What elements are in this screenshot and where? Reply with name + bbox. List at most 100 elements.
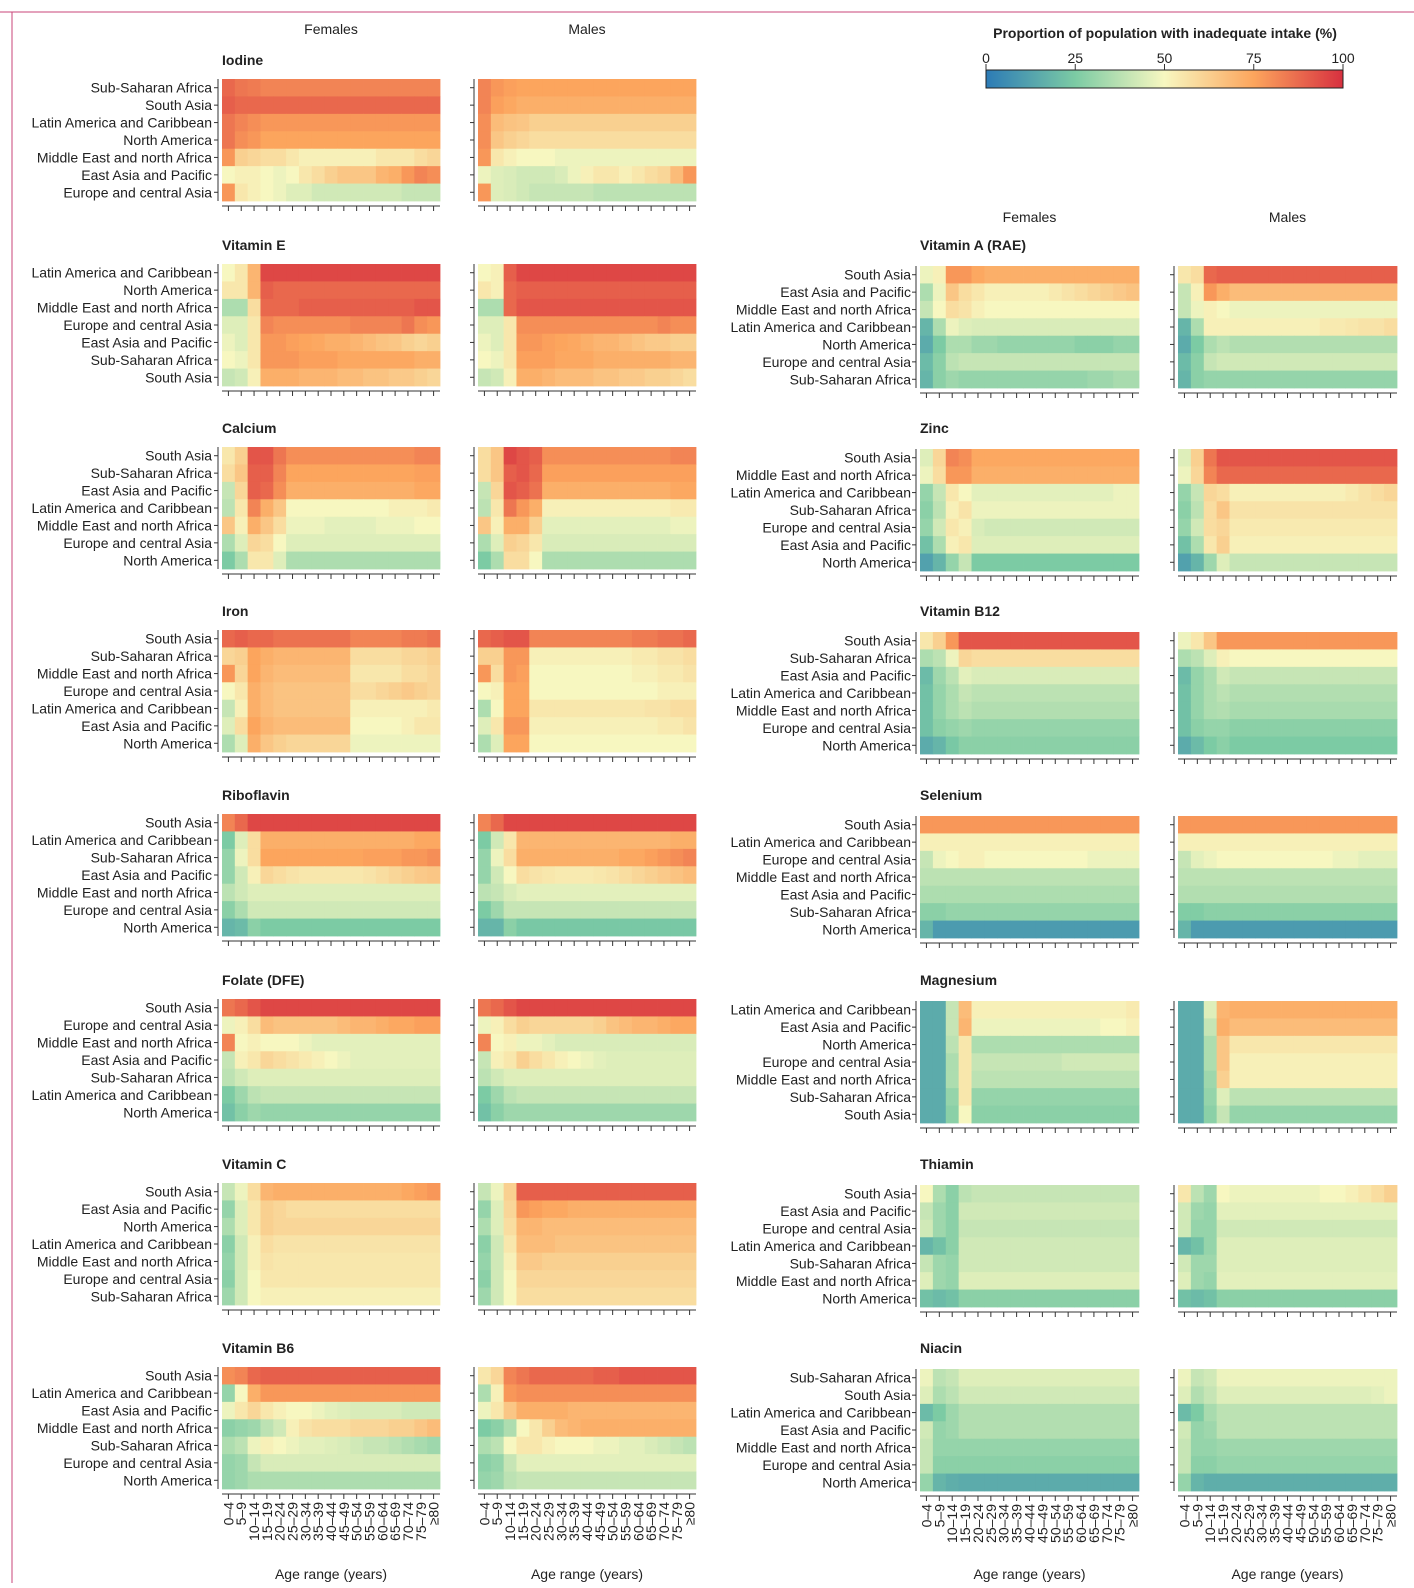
heatmap-cell [1061, 1001, 1075, 1019]
heatmap-cell [644, 481, 658, 500]
heatmap-cell [567, 316, 581, 335]
heatmap-cell [1384, 483, 1398, 502]
heatmap-cell [247, 1103, 261, 1122]
heatmap-cell [593, 534, 607, 552]
heatmap-cell [401, 1016, 415, 1035]
heatmap-cell [1035, 1369, 1050, 1387]
heatmap-cell [1048, 920, 1063, 939]
heatmap-cell [337, 1471, 351, 1490]
region-label: Sub-Saharan Africa [790, 502, 912, 518]
heatmap-cell [414, 918, 428, 937]
heatmap-cell [247, 1419, 261, 1438]
heatmap-cell [1126, 1237, 1140, 1256]
heatmap-cell [657, 1287, 671, 1306]
heatmap-cell [1061, 868, 1075, 887]
heatmap-cell [984, 903, 998, 921]
heatmap-cell [1371, 553, 1385, 572]
heatmap-cell [1345, 1001, 1359, 1019]
heatmap-cell [247, 647, 261, 666]
heatmap-cell [247, 368, 261, 387]
heatmap-cell [619, 1419, 633, 1438]
heatmap-cell [234, 166, 249, 184]
heatmap-cell [516, 734, 530, 753]
heatmap-cell [1087, 1403, 1101, 1422]
heatmap-cell [1087, 816, 1101, 834]
heatmap-cell [247, 848, 261, 867]
heatmap-cell [503, 298, 517, 317]
heatmap-cell [1035, 1035, 1050, 1054]
heatmap-cell [1203, 850, 1218, 869]
heatmap-cell [414, 699, 428, 718]
heatmap-cell [1035, 1105, 1050, 1124]
heatmap-cell [324, 999, 338, 1017]
region-label: East Asia and Pacific [780, 1019, 911, 1035]
heatmap-cell [971, 833, 985, 852]
heatmap-cell [388, 464, 402, 483]
heatmap-cell [1216, 684, 1230, 703]
heatmap-cell [945, 518, 960, 537]
heatmap-cell [1203, 684, 1218, 703]
heatmap-cell [1371, 1070, 1385, 1089]
heatmap-cell [414, 1016, 428, 1035]
heatmap-cell [1229, 632, 1243, 650]
heatmap-cell [580, 368, 594, 387]
heatmap-cell [984, 850, 998, 869]
heatmap-cell [529, 96, 543, 115]
heatmap-cell [1268, 1202, 1282, 1221]
heatmap-cell [683, 1384, 697, 1403]
x-tick-label: 50–54 [605, 1502, 621, 1541]
heatmap-cell [503, 848, 517, 867]
heatmap-cell [1100, 666, 1114, 685]
heatmap-cell [657, 1436, 671, 1455]
region-label: Europe and central Asia [63, 1271, 212, 1287]
heatmap-cell [1061, 1070, 1075, 1089]
heatmap-cell [984, 1070, 998, 1089]
heatmap-cell [657, 1401, 671, 1420]
heatmap-cell [580, 96, 594, 115]
heatmap-cell [273, 1086, 287, 1104]
heatmap-cell [593, 1471, 607, 1490]
heatmap-cell [1010, 1254, 1024, 1273]
heatmap-cell [1074, 1421, 1088, 1440]
heatmap-cell [1061, 1035, 1075, 1054]
heatmap-cell [388, 630, 402, 648]
heatmap-cell [1255, 833, 1269, 852]
heatmap-cell [234, 717, 249, 735]
region-label: Middle East and north Africa [736, 1439, 911, 1455]
heatmap-cell [503, 96, 517, 115]
heatmap-cell [619, 630, 633, 648]
heatmap-cell [1216, 318, 1230, 337]
heatmap-cell [631, 316, 646, 335]
heatmap-cell [350, 901, 364, 919]
heatmap-cell [286, 1200, 300, 1219]
heatmap-cell [337, 999, 351, 1017]
heatmap-cell [593, 831, 607, 850]
heatmap-cell [1293, 449, 1308, 467]
heatmap-cell [516, 481, 530, 500]
heatmap-cell [1255, 1421, 1269, 1440]
heatmap-cell [286, 999, 300, 1017]
heatmap-cell [1023, 1185, 1037, 1203]
heatmap-cell [932, 1438, 947, 1457]
heatmap-cell [1100, 1456, 1114, 1474]
region-label: Middle East and north Africa [736, 1071, 911, 1087]
heatmap-cell [683, 131, 697, 150]
heatmap-cell [375, 264, 390, 282]
heatmap-cell [1293, 283, 1308, 302]
heatmap-cell [311, 1436, 325, 1455]
heatmap-cell [1255, 370, 1269, 389]
heatmap-cell [222, 351, 236, 369]
heatmap-cell [644, 1471, 658, 1490]
heatmap-cell [1061, 736, 1075, 755]
heatmap-cell [1332, 736, 1346, 755]
heatmap-cell [920, 903, 934, 921]
heatmap-cell [580, 831, 594, 850]
heatmap-cell [1216, 518, 1230, 537]
heatmap-cell [683, 1287, 697, 1306]
heatmap-cell [971, 632, 985, 650]
heatmap-cell [945, 283, 960, 302]
heatmap-cell [1023, 1202, 1037, 1221]
heatmap-cell [1216, 1403, 1230, 1422]
heatmap-cell [1255, 283, 1269, 302]
heatmap-cell [631, 866, 646, 885]
